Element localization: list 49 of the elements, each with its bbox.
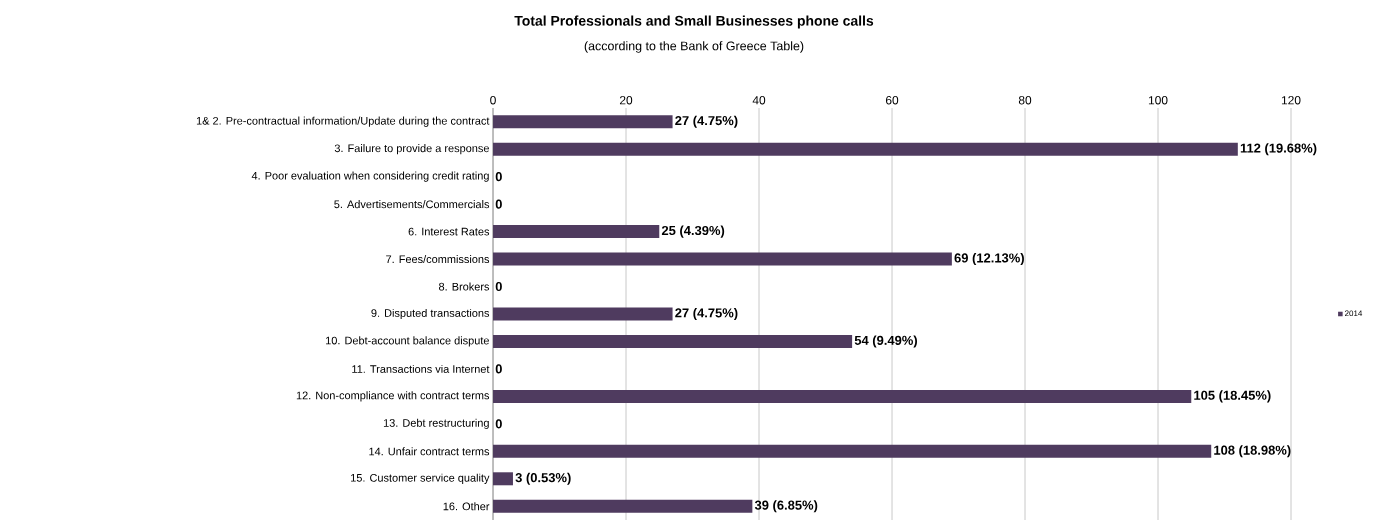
x-tick-label: 20: [619, 96, 633, 105]
data-label: 27 (4.75%): [675, 307, 738, 321]
y-tick-label: 8. Brokers: [439, 282, 490, 291]
y-tick-label: 14. Unfair contract terms: [369, 447, 490, 456]
bar: [493, 444, 1212, 458]
x-tick-label: 40: [752, 96, 766, 105]
bar: [493, 252, 952, 266]
data-label: 39 (6.85%): [754, 500, 818, 513]
y-tick-label: 4. Poor evaluation when considering credit rating: [251, 171, 489, 182]
y-tick-label: 11. Transactions via Internet: [352, 364, 490, 373]
data-label: 0: [495, 172, 502, 182]
y-tick-label: 9. Disputed transactions: [371, 308, 490, 320]
y-tick-label: 13. Debt restructuring: [383, 418, 489, 429]
y-tick-label: 1& 2. Pre-contractual information/Update during the contract: [196, 116, 490, 127]
y-tick-label: 7. Fees/commissions: [386, 255, 490, 264]
chart-title: Total Professionals and Small Businesses phone calls: [514, 15, 874, 29]
y-tick-label: 12. Non-compliance with contract terms: [296, 391, 490, 402]
bar: [493, 307, 673, 321]
bar: [493, 225, 660, 239]
data-label: 0: [495, 281, 502, 292]
bar: [493, 334, 853, 348]
y-tick-label: 5. Advertisements/Commercials: [334, 200, 490, 209]
x-tick-label: 120: [1281, 96, 1301, 105]
y-tick-label: 3. Failure to provide a response: [334, 144, 489, 155]
data-label: 108 (18.98%): [1214, 445, 1291, 458]
x-tick-label: 0: [490, 96, 496, 105]
x-tick-label: 80: [1018, 96, 1032, 105]
data-label: 25 (4.39%): [661, 225, 725, 238]
bar: [493, 142, 1238, 156]
data-label: 0: [495, 364, 502, 374]
data-label: 0: [495, 199, 502, 209]
bar: [493, 389, 1192, 403]
data-label: 54 (9.49%): [854, 335, 917, 348]
x-tick-label: 60: [885, 96, 899, 105]
y-tick-label: 16. Other: [443, 502, 490, 511]
data-label: 0: [495, 419, 502, 429]
y-tick-label: 10. Debt-account balance dispute: [326, 336, 489, 347]
data-label: 3 (0.53%): [515, 472, 571, 485]
y-tick-label: 15. Customer service quality: [351, 473, 490, 484]
bar: [493, 499, 753, 513]
data-label: 112 (19.68%): [1240, 143, 1317, 156]
chart-subtitle: (according to the Bank of Greece Table): [584, 41, 804, 53]
y-tick-label: 6. Interest Rates: [408, 227, 490, 236]
data-label: 27 (4.75%): [675, 115, 738, 128]
data-label: 69 (12.13%): [954, 253, 1024, 266]
x-tick-label: 100: [1148, 96, 1168, 105]
bar: [493, 472, 513, 486]
bar: [493, 115, 673, 129]
data-label: 105 (18.45%): [1194, 390, 1271, 403]
